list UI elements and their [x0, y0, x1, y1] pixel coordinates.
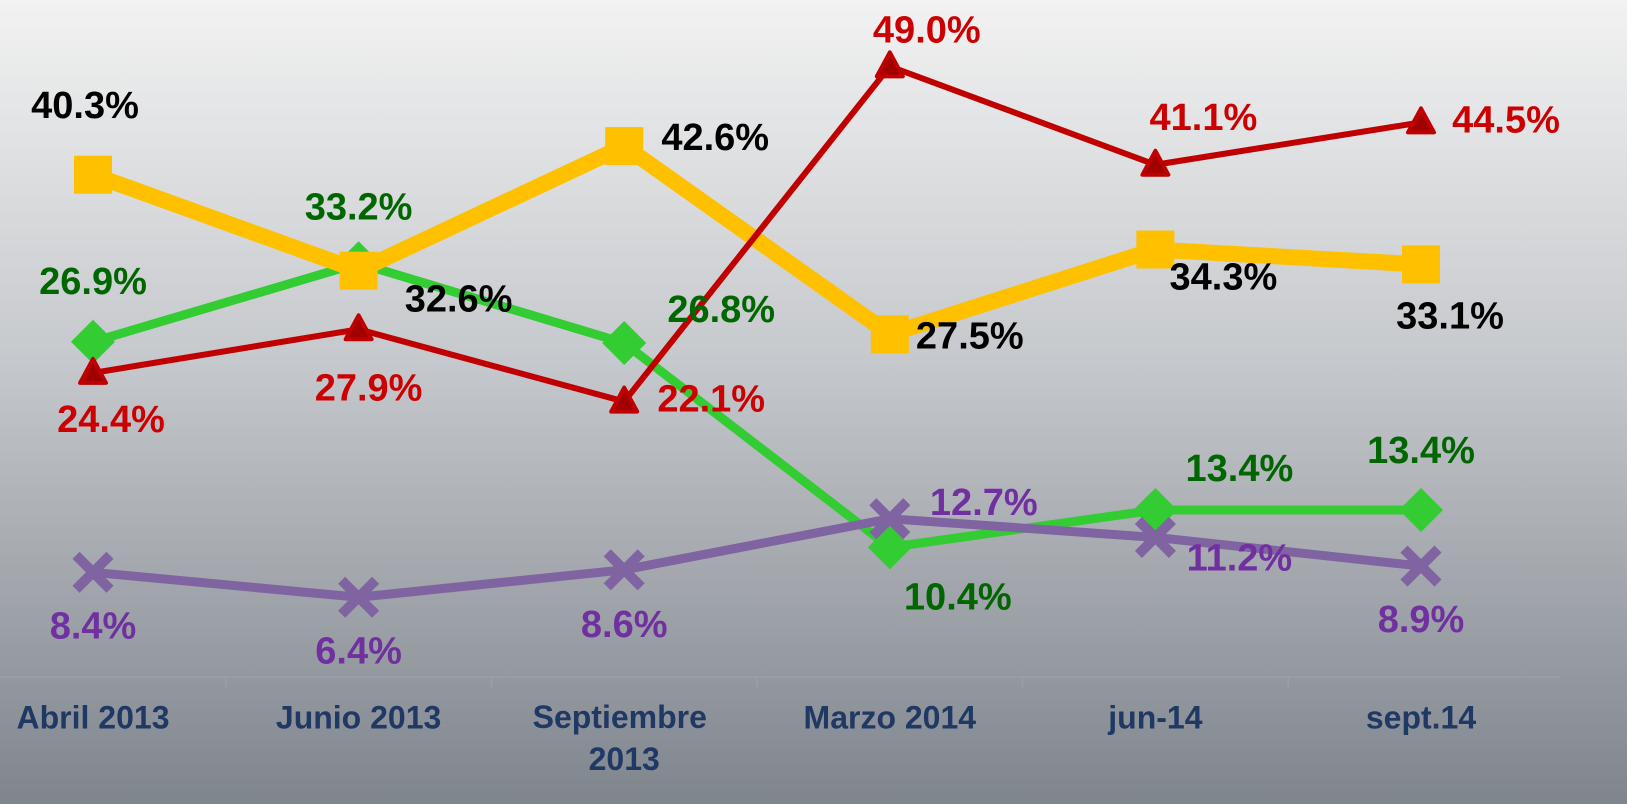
data-label: 27.9%	[315, 367, 423, 409]
data-label: 27.5%	[916, 315, 1024, 357]
marker	[605, 127, 644, 166]
x-axis: Abril 2013 Junio 2013 Septiembre 2013 Marzo…	[0, 676, 1560, 777]
x-tick-label: Septiembre 2013	[533, 699, 716, 777]
marker	[338, 576, 380, 618]
marker	[1140, 148, 1171, 177]
series-line	[91, 258, 1421, 553]
x-tick-label: Junio 2013	[276, 699, 441, 735]
x-tick-label: Marzo 2014	[804, 699, 977, 735]
data-label: 22.1%	[657, 379, 765, 421]
data-label: 8.9%	[1378, 599, 1465, 641]
data-label: 6.4%	[315, 630, 402, 672]
data-label: 34.3%	[1170, 257, 1278, 299]
data-label: 13.4%	[1186, 448, 1294, 490]
data-label: 13.4%	[1367, 430, 1475, 472]
x-tick-label: Abril 2013	[17, 699, 170, 735]
marker	[603, 549, 645, 591]
marker	[78, 356, 108, 385]
data-label: 10.4%	[904, 576, 1012, 618]
data-label: 32.6%	[405, 279, 513, 321]
data-label: 11.2%	[1187, 537, 1293, 579]
series-line	[92, 62, 1422, 405]
marker	[74, 155, 112, 194]
data-label: 33.2%	[305, 186, 413, 228]
marker	[609, 385, 640, 414]
series-line	[92, 514, 1422, 602]
data-label: 33.1%	[1396, 296, 1504, 338]
data-label: 49.0%	[873, 9, 981, 51]
data-label: 12.7%	[930, 482, 1038, 524]
series-layer	[71, 50, 1443, 618]
marker	[869, 498, 911, 540]
data-label: 8.4%	[50, 605, 137, 647]
data-label: 26.9%	[39, 261, 147, 303]
marker	[1136, 230, 1175, 269]
marker	[1134, 516, 1176, 558]
data-label: 40.3%	[31, 85, 139, 127]
marker	[874, 50, 905, 79]
marker	[1399, 487, 1443, 532]
marker	[602, 320, 647, 365]
marker	[870, 315, 909, 354]
data-label: 26.8%	[667, 289, 775, 331]
marker	[1406, 106, 1436, 135]
data-label: 41.1%	[1150, 97, 1258, 139]
label-layer: 26.9% 33.2% 26.8% 10.4% 13.4% 13.4% 40.3% 32.6%…	[31, 9, 1560, 672]
marker	[339, 251, 378, 290]
x-tick-label: jun-14	[1107, 699, 1202, 735]
marker	[72, 551, 114, 593]
marker	[1402, 245, 1440, 284]
data-label: 44.5%	[1452, 99, 1560, 141]
data-label: 24.4%	[57, 399, 165, 441]
series-line	[90, 136, 1422, 344]
data-label: 42.6%	[661, 117, 769, 159]
marker	[71, 319, 115, 364]
marker	[343, 313, 374, 342]
data-label: 8.6%	[581, 604, 668, 646]
marker	[1400, 545, 1442, 587]
x-tick-label: sept.14	[1366, 699, 1476, 735]
